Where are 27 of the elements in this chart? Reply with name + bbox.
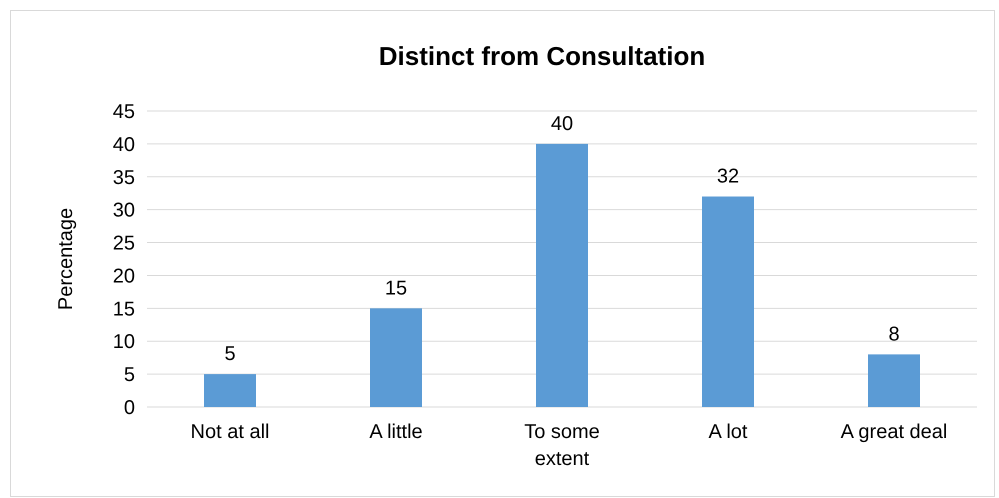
y-tick-label: 10 bbox=[112, 331, 135, 354]
y-tick-label: 40 bbox=[112, 134, 135, 156]
x-tick-label: Not at all bbox=[190, 421, 270, 443]
y-tick-label: 0 bbox=[124, 397, 135, 419]
x-tick-label: To some extent bbox=[524, 421, 600, 470]
data-label: 15 bbox=[384, 277, 408, 300]
data-label: 5 bbox=[224, 343, 236, 366]
data-label: 8 bbox=[888, 323, 900, 346]
data-label: 32 bbox=[716, 166, 740, 188]
y-tick-label: 45 bbox=[112, 101, 135, 123]
y-tick-label: 30 bbox=[112, 200, 135, 222]
bar bbox=[868, 354, 920, 407]
y-tick-label: 15 bbox=[112, 298, 135, 320]
y-tick-label: 5 bbox=[124, 364, 135, 386]
x-tick-label: A lot bbox=[708, 421, 748, 443]
bar bbox=[370, 308, 422, 407]
y-tick-label: 35 bbox=[112, 166, 135, 189]
y-tick-label: 25 bbox=[112, 232, 135, 255]
x-tick-label: A little bbox=[369, 421, 423, 443]
x-tick-label: A great deal bbox=[840, 421, 948, 443]
bar bbox=[204, 374, 256, 407]
y-axis-title: Percentage bbox=[55, 208, 77, 310]
data-label: 40 bbox=[550, 112, 574, 135]
bar bbox=[536, 144, 588, 407]
chart-title: Distinct from Consultation bbox=[378, 41, 706, 71]
y-tick-label: 20 bbox=[112, 265, 135, 288]
bar bbox=[702, 196, 754, 407]
